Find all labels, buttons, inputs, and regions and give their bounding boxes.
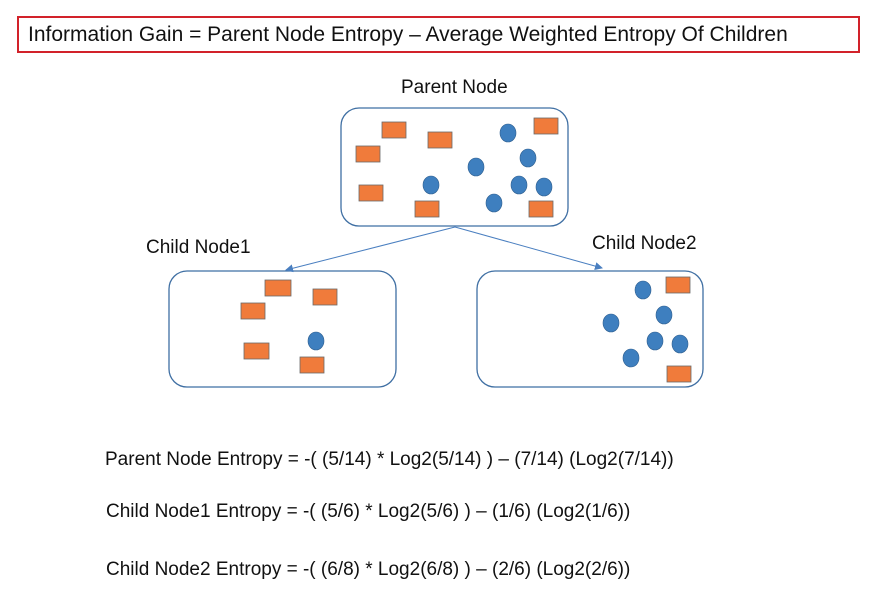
child2-circle-sample bbox=[671, 334, 689, 354]
parent-circle-sample bbox=[422, 175, 440, 195]
child2-circle-sample bbox=[655, 305, 673, 325]
child1-entropy-equation: Child Node1 Entropy = -( (5/6) * Log2(5/… bbox=[106, 501, 631, 522]
child2-entropy-equation: Child Node2 Entropy = -( (6/8) * Log2(6/… bbox=[106, 559, 631, 580]
child-node2-box bbox=[476, 270, 704, 388]
formula-text: Information Gain = Parent Node Entropy –… bbox=[28, 23, 788, 46]
parent-rect-sample bbox=[381, 121, 407, 139]
parent-circle-sample bbox=[535, 177, 553, 197]
parent-entropy-equation: Parent Node Entropy = -( (5/14) * Log2(5… bbox=[105, 449, 674, 470]
child-node1-box bbox=[168, 270, 397, 388]
child1-rect-sample bbox=[264, 279, 292, 297]
child2-rect-sample bbox=[666, 365, 692, 383]
arrow-to-child2 bbox=[454, 226, 603, 270]
child2-circle-sample bbox=[646, 331, 664, 351]
parent-circle-sample bbox=[519, 148, 537, 168]
parent-rect-sample bbox=[427, 131, 453, 149]
child1-circle-sample bbox=[307, 331, 325, 351]
child1-rect-sample bbox=[299, 356, 325, 374]
parent-circle-sample bbox=[467, 157, 485, 177]
child2-circle-sample bbox=[634, 280, 652, 300]
child2-circle-sample bbox=[602, 313, 620, 333]
parent-circle-sample bbox=[510, 175, 528, 195]
child1-rect-sample bbox=[243, 342, 270, 360]
arrow-to-child1 bbox=[285, 226, 456, 273]
child-node2-label: Child Node2 bbox=[592, 233, 697, 254]
child2-rect-sample bbox=[665, 276, 691, 294]
parent-node-label: Parent Node bbox=[401, 77, 508, 98]
information-gain-formula: Information Gain = Parent Node Entropy –… bbox=[17, 16, 860, 53]
parent-rect-sample bbox=[414, 200, 440, 218]
parent-rect-sample bbox=[358, 184, 384, 202]
parent-rect-sample bbox=[528, 200, 554, 218]
child1-rect-sample bbox=[312, 288, 338, 306]
child-node1-label: Child Node1 bbox=[146, 237, 251, 258]
parent-circle-sample bbox=[485, 193, 503, 213]
child2-circle-sample bbox=[622, 348, 640, 368]
parent-circle-sample bbox=[499, 123, 517, 143]
parent-rect-sample bbox=[355, 145, 381, 163]
child1-rect-sample bbox=[240, 302, 266, 320]
parent-rect-sample bbox=[533, 117, 559, 135]
